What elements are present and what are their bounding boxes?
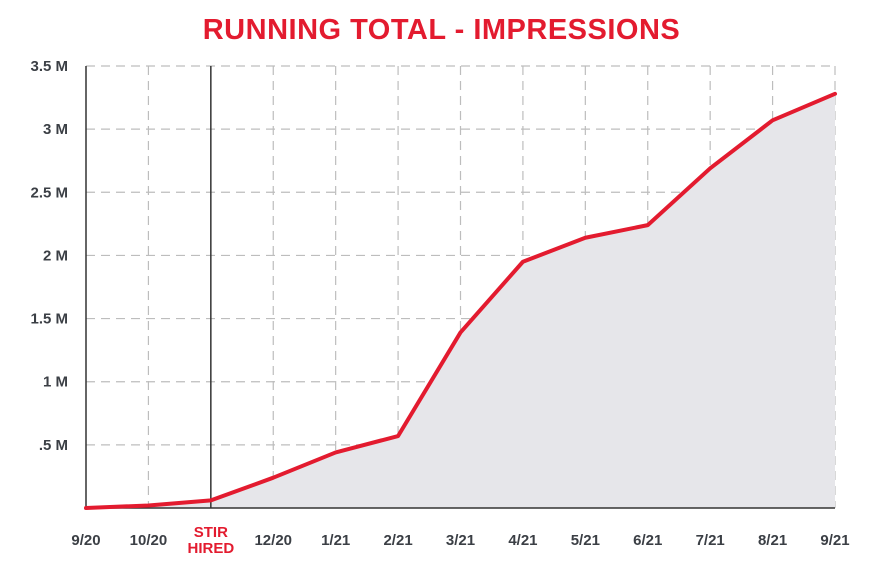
area-layer	[86, 93, 835, 508]
x-tick-label-annotation: STIR	[194, 524, 228, 541]
x-tick-label: 2/21	[383, 532, 412, 549]
y-tick-label: 3.5 M	[30, 58, 68, 75]
x-tick-label: 4/21	[508, 532, 537, 549]
x-tick-label: 9/21	[820, 532, 849, 549]
y-tick-label: 2 M	[43, 247, 68, 264]
y-axis-ticks: .5 M 1 M 1.5 M 2 M 2.5 M 3 M 3.5 M	[30, 58, 68, 454]
x-tick-label: 9/20	[71, 532, 100, 549]
x-tick-label: 12/20	[254, 532, 292, 549]
x-tick-label: 8/21	[758, 532, 787, 549]
x-tick-label: 1/21	[321, 532, 350, 549]
x-tick-label-annotation: HIRED	[187, 540, 234, 557]
x-tick-label: 10/20	[130, 532, 168, 549]
series-area-fill	[86, 93, 835, 508]
y-tick-label: 1 M	[43, 374, 68, 391]
chart-title: RUNNING TOTAL - IMPRESSIONS	[202, 14, 681, 46]
y-tick-label: 1.5 M	[30, 311, 68, 328]
axis-layer	[85, 66, 835, 509]
y-tick-label: 3 M	[43, 121, 68, 138]
line-layer	[84, 91, 837, 510]
y-tick-label: 2.5 M	[30, 184, 68, 201]
x-tick-label: 7/21	[696, 532, 725, 549]
y-tick-label: .5 M	[39, 437, 68, 454]
series-line	[84, 91, 837, 510]
x-tick-label: 5/21	[571, 532, 600, 549]
x-tick-label: 6/21	[633, 532, 662, 549]
x-tick-label: 3/21	[446, 532, 475, 549]
